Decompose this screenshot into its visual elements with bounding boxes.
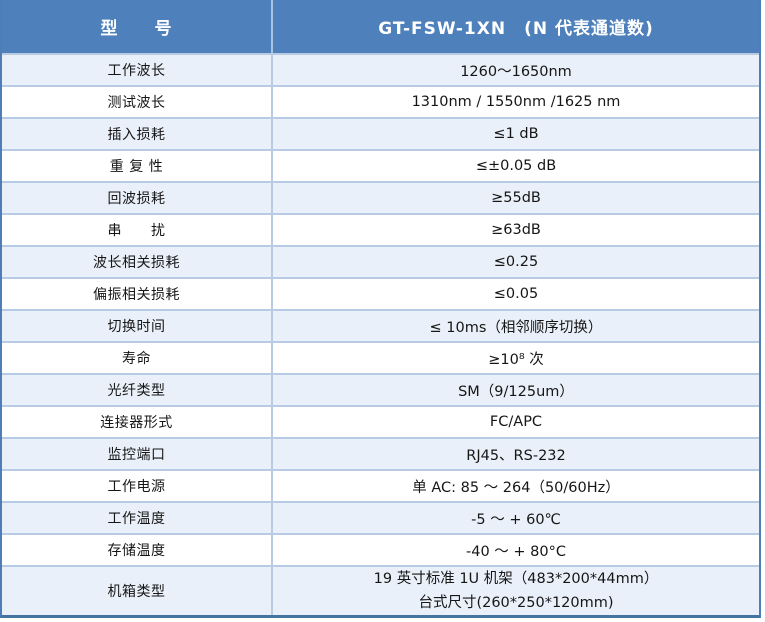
spec-label-cell: 光纤类型 — [2, 375, 273, 405]
model-value-cell: GT-FSW-1XN (N 代表通道数) — [378, 19, 654, 39]
spec-value-cell: 1310nm / 1550nm /1625 nm — [411, 94, 621, 110]
table-row: 回波损耗 ≥55dB — [2, 181, 759, 213]
model-header-cell: 型 号 — [2, 0, 273, 53]
spec-value-cell: ≤1 dB — [493, 126, 539, 142]
spec-label-cell: 工作电源 — [2, 471, 273, 501]
spec-label-cell: 串 扰 — [2, 215, 273, 245]
table-row: 偏振相关损耗 ≤0.05 — [2, 277, 759, 309]
table-row: 波长相关损耗 ≤0.25 — [2, 245, 759, 277]
spec-value-cell: -5 ～ + 60℃ — [471, 511, 561, 528]
spec-value-cell: -40 ～ + 80°C — [466, 543, 566, 560]
table-row: 工作波长 1260～1650nm — [2, 53, 759, 85]
spec-label-cell: 插入损耗 — [2, 119, 273, 149]
spec-label-cell: 工作温度 — [2, 503, 273, 533]
spec-value-cell: RJ45、RS-232 — [466, 447, 566, 464]
spec-value-cell: FC/APC — [489, 414, 543, 430]
spec-label-cell: 监控端口 — [2, 439, 273, 469]
spec-value-cell: ≤±0.05 dB — [475, 158, 557, 174]
spec-value-cell: ≤0.05 — [493, 286, 539, 302]
spec-value-cell: 19 英寸标准 1U 机架（483*200*44mm） 台式尺寸(260*250*… — [373, 571, 659, 611]
spec-label-cell: 偏振相关损耗 — [2, 279, 273, 309]
spec-label-cell: 切换时间 — [2, 311, 273, 341]
spec-label-cell: 工作波长 — [2, 55, 273, 85]
table-row: 寿命 ≥10⁸ 次 — [2, 341, 759, 373]
spec-value-cell: 1260～1650nm — [460, 63, 572, 80]
spec-value-cell: 单 AC: 85 ～ 264（50/60Hz） — [412, 479, 620, 496]
spec-table-body: 工作波长 1260～1650nm 测试波长 1310nm / 1550nm /1… — [2, 53, 759, 615]
spec-label-cell: 重 复 性 — [2, 151, 273, 181]
spec-label-cell: 连接器形式 — [2, 407, 273, 437]
spec-label-cell: 寿命 — [2, 343, 273, 373]
spec-value-cell: ≥63dB — [491, 222, 541, 238]
table-row: 机箱类型 19 英寸标准 1U 机架（483*200*44mm） 台式尺寸(260… — [2, 565, 759, 615]
table-row: 存储温度 -40 ～ + 80°C — [2, 533, 759, 565]
table-row: 切换时间 ≤ 10ms（相邻顺序切换） — [2, 309, 759, 341]
spec-label-cell: 波长相关损耗 — [2, 247, 273, 277]
spec-label-cell: 测试波长 — [2, 87, 273, 117]
table-row: 工作电源 单 AC: 85 ～ 264（50/60Hz） — [2, 469, 759, 501]
spec-label-cell: 机箱类型 — [2, 567, 273, 615]
table-header-row: 型 号 GT-FSW-1XN (N 代表通道数) — [2, 0, 759, 53]
table-row: 监控端口 RJ45、RS-232 — [2, 437, 759, 469]
table-row: 串 扰 ≥63dB — [2, 213, 759, 245]
table-row: 连接器形式 FC/APC — [2, 405, 759, 437]
table-row: 光纤类型 SM（9/125um） — [2, 373, 759, 405]
spec-value-cell: ≤0.25 — [493, 254, 539, 270]
table-row: 测试波长 1310nm / 1550nm /1625 nm — [2, 85, 759, 117]
spec-value-cell: ≥55dB — [491, 190, 541, 206]
table-row: 重 复 性 ≤±0.05 dB — [2, 149, 759, 181]
table-row: 插入损耗 ≤1 dB — [2, 117, 759, 149]
spec-label-cell: 回波损耗 — [2, 183, 273, 213]
spec-value-cell: ≥10⁸ 次 — [488, 351, 544, 368]
spec-value-cell: SM（9/125um） — [458, 383, 574, 400]
spec-value-cell: ≤ 10ms（相邻顺序切换） — [429, 319, 603, 336]
table-row: 工作温度 -5 ～ + 60℃ — [2, 501, 759, 533]
spec-label-cell: 存储温度 — [2, 535, 273, 565]
